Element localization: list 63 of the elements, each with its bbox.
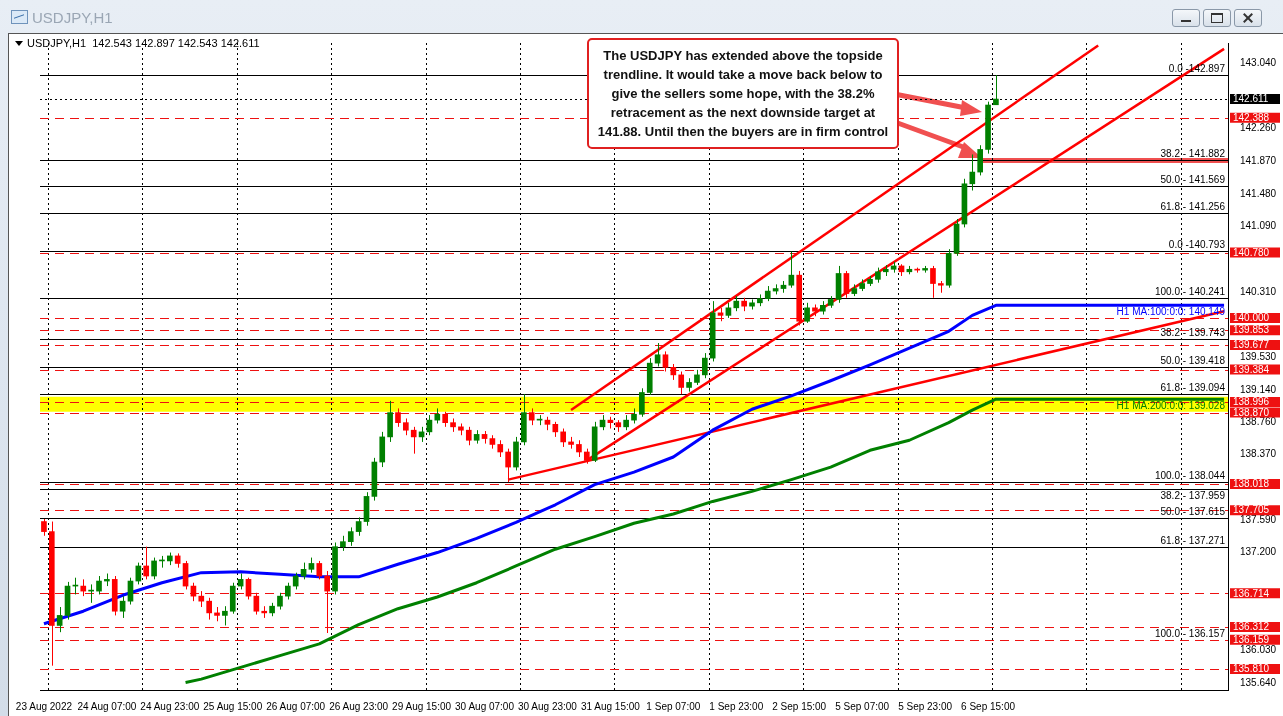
annotation: 0.0 -140.793 <box>1168 239 1226 251</box>
y-tick-label: 142.260 <box>1240 122 1277 134</box>
y-tick-label: 137.200 <box>1240 546 1277 558</box>
x-tick-label: 29 Aug 15:00 <box>392 700 452 712</box>
annotation: 100.0 - 136.157 <box>1154 627 1226 639</box>
annotation: 100.0 - 138.044 <box>1154 469 1226 481</box>
annotation: 50.0 - 137.615 <box>1160 505 1226 517</box>
x-tick-label: 5 Sep 07:00 <box>835 700 890 712</box>
x-tick-label: 30 Aug 07:00 <box>455 700 515 712</box>
x-tick-label: 24 Aug 07:00 <box>77 700 137 712</box>
ref-line-label: 140.780 <box>1233 246 1270 258</box>
y-tick-label: 139.140 <box>1240 383 1277 395</box>
y-tick-label: 141.870 <box>1240 154 1277 166</box>
y-tick-label: 140.310 <box>1240 285 1277 297</box>
ref-line-label: 139.853 <box>1233 324 1270 336</box>
ref-line-label: 142.388 <box>1233 112 1270 124</box>
x-tick-label: 2 Sep 15:00 <box>772 700 827 712</box>
ref-line-label: 142.611 <box>1233 93 1269 105</box>
ref-line-label: 136.159 <box>1233 634 1270 646</box>
series-label: H1 MA:200:0:0: 139.028 <box>1116 400 1226 412</box>
annotation: 38.2 - 139.743 <box>1160 327 1226 339</box>
annotation: 61.8 - 141.256 <box>1160 200 1226 212</box>
x-tick-label: 23 Aug 2022 <box>15 700 73 712</box>
ref-line-label: 135.810 <box>1233 663 1270 675</box>
ref-line-label: 136.714 <box>1233 587 1270 599</box>
x-tick-label: 26 Aug 23:00 <box>329 700 389 712</box>
ref-line-label: 138.018 <box>1233 478 1270 490</box>
ref-line-label: 138.996 <box>1233 396 1270 408</box>
y-tick-label: 139.530 <box>1240 351 1277 363</box>
annotation: 50.0 - 141.569 <box>1160 174 1226 186</box>
chart-title: USDJPY,H1 <box>32 9 113 26</box>
annotation: 61.8 - 137.271 <box>1160 534 1226 546</box>
y-tick-label: 136.030 <box>1240 644 1277 656</box>
series-label: H1 MA:100:0:0: 140.149 <box>1116 306 1226 318</box>
annotation: 50.0 - 139.418 <box>1160 354 1226 366</box>
x-tick-label: 26 Aug 07:00 <box>266 700 326 712</box>
y-tick-label: 135.640 <box>1240 677 1277 689</box>
y-tick-label: 141.090 <box>1240 220 1277 232</box>
x-tick-label: 6 Sep 15:00 <box>961 700 1016 712</box>
annotation: The USDJPY has extended above the topside trendline. It would take a move back below to give the sellers some hope, with the 38.2% retracement as the next downside target at 141.88. Until then the buyers are in firm control <box>587 38 899 149</box>
y-tick-label: 138.370 <box>1240 448 1277 460</box>
annotation: 38.2 - 137.959 <box>1160 489 1226 501</box>
chart-subtitle: USDJPY,H1 142.543 142.897 142.543 142.611 <box>27 37 260 49</box>
y-tick-label: 138.760 <box>1240 415 1277 427</box>
x-tick-label: 1 Sep 07:00 <box>646 700 701 712</box>
ref-line-label: 140.000 <box>1233 312 1270 324</box>
x-tick-label: 24 Aug 23:00 <box>140 700 200 712</box>
x-tick-label: 5 Sep 23:00 <box>898 700 953 712</box>
ref-line-label: 137.705 <box>1233 504 1270 516</box>
annotation: 61.8 - 139.094 <box>1160 381 1226 393</box>
x-tick-label: 30 Aug 23:00 <box>517 700 578 712</box>
annotation: 100.0 - 140.241 <box>1154 285 1226 297</box>
ref-line-label: 139.384 <box>1233 363 1270 375</box>
y-tick-label: 143.040 <box>1240 56 1277 68</box>
ref-line-label: 136.312 <box>1233 621 1270 633</box>
ref-line-label: 138.870 <box>1233 406 1270 418</box>
y-tick-label: 141.480 <box>1240 187 1277 199</box>
annotation: 38.2 - 141.882 <box>1160 148 1226 160</box>
y-tick-label: 137.590 <box>1240 513 1277 525</box>
x-tick-label: 25 Aug 15:00 <box>203 700 263 712</box>
x-tick-label: 1 Sep 23:00 <box>709 700 764 712</box>
ref-line-label: 139.677 <box>1233 339 1270 351</box>
x-tick-label: 31 Aug 15:00 <box>580 700 641 712</box>
